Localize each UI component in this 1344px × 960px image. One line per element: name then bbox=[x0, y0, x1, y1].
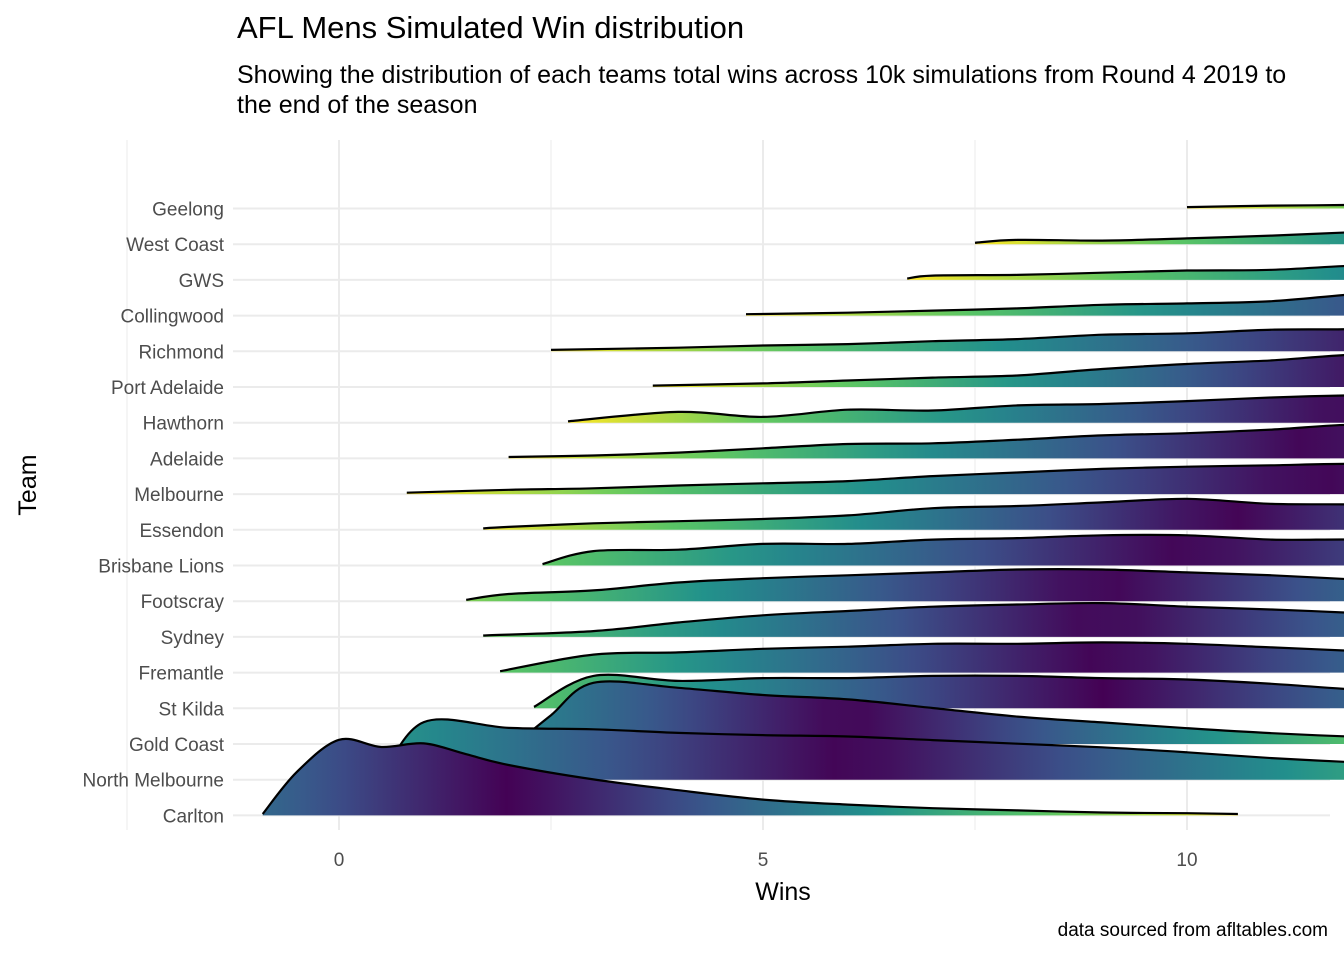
ridge-outline bbox=[550, 328, 1344, 351]
x-tick-labels: 05101520 bbox=[334, 850, 1198, 871]
ridge-outline bbox=[516, 680, 1344, 744]
ridge-fill bbox=[262, 738, 1238, 816]
y-tick-label: GWS bbox=[179, 271, 224, 292]
y-tick-label: Melbourne bbox=[134, 485, 224, 506]
ridge-fill bbox=[466, 569, 1344, 602]
ridge-fill bbox=[483, 498, 1344, 530]
ridge-outline bbox=[567, 394, 1344, 423]
chart-caption: data sourced from afltables.com bbox=[1057, 920, 1328, 941]
y-tick-label: Port Adelaide bbox=[111, 378, 224, 399]
ridge-outline bbox=[508, 423, 1344, 459]
ridge-outline bbox=[261, 737, 1238, 816]
ridge-fill bbox=[517, 681, 1344, 744]
y-tick-label: West Coast bbox=[126, 235, 225, 256]
ridge-outline bbox=[1186, 203, 1344, 209]
y-tick-label: Hawthorn bbox=[143, 414, 224, 435]
y-tick-label: Brisbane Lions bbox=[98, 557, 224, 578]
x-tick-label: 0 bbox=[334, 850, 345, 871]
y-tick-label: Geelong bbox=[152, 200, 224, 221]
y-axis-title: Team bbox=[14, 454, 42, 515]
ridge-outline bbox=[652, 353, 1344, 387]
ridge-outline bbox=[499, 641, 1344, 673]
x-tick-label: 5 bbox=[758, 850, 769, 871]
ridge-outline bbox=[745, 293, 1344, 316]
chart-subtitle: Showing the distribution of each teams t… bbox=[237, 61, 1287, 119]
ridge-fill bbox=[568, 395, 1344, 423]
y-tick-label: Adelaide bbox=[150, 449, 224, 470]
y-tick-label: Carlton bbox=[163, 806, 224, 827]
ridge-fill bbox=[542, 534, 1344, 566]
y-tick-label: Footscray bbox=[141, 592, 225, 613]
ridge-fill bbox=[746, 294, 1344, 316]
ridge-fill bbox=[508, 424, 1344, 459]
ridge-outline bbox=[483, 601, 1344, 637]
y-tick-label: Fremantle bbox=[138, 664, 224, 685]
ridge-outline bbox=[533, 673, 1344, 708]
y-tick-label: St Kilda bbox=[159, 699, 225, 720]
ridge-outline bbox=[406, 462, 1344, 494]
x-tick-label: 10 bbox=[1176, 850, 1197, 871]
ridge-outline bbox=[907, 264, 1344, 280]
ridge-fill bbox=[483, 603, 1344, 637]
y-tick-label: Sydney bbox=[161, 628, 225, 649]
x-axis-title: Wins bbox=[755, 878, 811, 906]
ridge-outline bbox=[466, 568, 1344, 601]
ridges bbox=[261, 203, 1344, 816]
ridge-fill bbox=[406, 463, 1344, 495]
ridge-fill bbox=[381, 719, 1344, 780]
ridge-outline bbox=[974, 231, 1344, 244]
ridge-fill bbox=[1187, 205, 1344, 209]
chart-title: AFL Mens Simulated Win distribution bbox=[237, 10, 745, 45]
y-tick-label: North Melbourne bbox=[82, 771, 224, 792]
y-tick-labels: Geelong West Coast GWS Collingwood Richmond P… bbox=[82, 200, 224, 828]
ridge-fill bbox=[652, 355, 1344, 387]
y-tick-label: Collingwood bbox=[120, 307, 224, 328]
ridge-outline bbox=[483, 497, 1344, 530]
ridge-outline bbox=[380, 718, 1344, 779]
y-tick-label: Richmond bbox=[138, 342, 224, 363]
ridge-fill bbox=[500, 642, 1344, 673]
y-tick-label: Essendon bbox=[139, 521, 224, 542]
y-tick-label: Gold Coast bbox=[129, 735, 225, 756]
ridge-outline bbox=[542, 533, 1344, 566]
